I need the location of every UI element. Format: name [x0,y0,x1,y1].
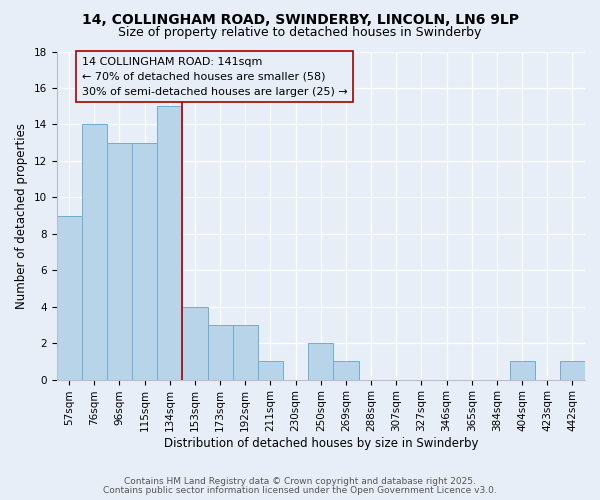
Bar [82,124,107,380]
Bar [308,343,334,380]
Bar [157,106,182,380]
Bar [208,325,233,380]
X-axis label: Distribution of detached houses by size in Swinderby: Distribution of detached houses by size … [164,437,478,450]
Text: Size of property relative to detached houses in Swinderby: Size of property relative to detached ho… [118,26,482,39]
Text: Contains HM Land Registry data © Crown copyright and database right 2025.: Contains HM Land Registry data © Crown c… [124,477,476,486]
Bar [182,306,208,380]
Bar [132,142,157,380]
Text: 14, COLLINGHAM ROAD, SWINDERBY, LINCOLN, LN6 9LP: 14, COLLINGHAM ROAD, SWINDERBY, LINCOLN,… [82,12,518,26]
Bar [560,362,585,380]
Bar [334,362,359,380]
Bar [107,142,132,380]
Text: 14 COLLINGHAM ROAD: 141sqm
← 70% of detached houses are smaller (58)
30% of semi: 14 COLLINGHAM ROAD: 141sqm ← 70% of deta… [82,57,347,96]
Text: Contains public sector information licensed under the Open Government Licence v3: Contains public sector information licen… [103,486,497,495]
Y-axis label: Number of detached properties: Number of detached properties [15,122,28,308]
Bar [56,216,82,380]
Bar [258,362,283,380]
Bar [509,362,535,380]
Bar [233,325,258,380]
